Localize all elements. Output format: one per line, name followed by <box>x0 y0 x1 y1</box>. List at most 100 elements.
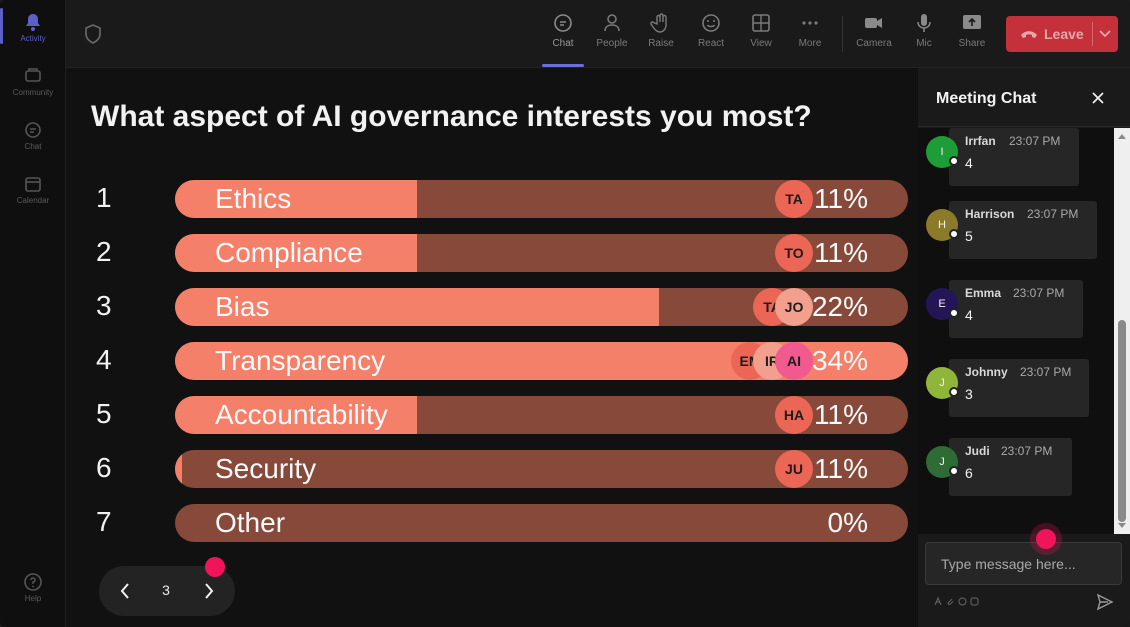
page-number: 3 <box>162 582 170 598</box>
voter-avatar: AI <box>775 342 813 380</box>
scroll-thumb[interactable] <box>1118 320 1126 522</box>
react-button[interactable]: React <box>689 10 733 60</box>
poll-question: What aspect of AI governance interests y… <box>91 100 812 133</box>
share-button[interactable]: Share <box>950 10 994 60</box>
attach-icon[interactable] <box>946 597 955 606</box>
rail-item-chat[interactable]: Chat <box>4 116 62 160</box>
message-text: 4 <box>965 155 973 171</box>
message-time: 23:07 PM <box>1001 444 1053 458</box>
message-time: 23:07 PM <box>1009 134 1061 148</box>
chevron-left-icon[interactable] <box>115 581 135 601</box>
sticker-icon[interactable] <box>970 597 979 606</box>
poll-option-bar[interactable]: Compliance 11% TO <box>175 234 908 272</box>
option-number: 2 <box>96 236 112 267</box>
poll-option-percent: 11% <box>814 237 868 268</box>
avatar[interactable]: I <box>926 136 958 168</box>
format-icon[interactable] <box>934 597 943 606</box>
message-time: 23:07 PM <box>1020 365 1072 379</box>
message-bubble <box>949 438 1072 496</box>
sender-name: Emma <box>965 286 1002 300</box>
emoji-icon[interactable] <box>958 597 967 606</box>
app-rail: Activity Community Chat Calendar Help <box>0 0 66 627</box>
people-icon <box>604 14 620 32</box>
sender-name: Judi <box>965 444 990 458</box>
poll-option-fill <box>175 180 417 218</box>
grid-icon <box>752 14 770 32</box>
chat-icon <box>25 122 41 138</box>
poll-option-bar[interactable]: Other 0% <box>175 504 908 542</box>
poll-option-bar[interactable]: Transparency 34% EM IR AI <box>175 342 908 380</box>
chat-message-input[interactable] <box>925 542 1122 585</box>
message-time: 23:07 PM <box>1013 286 1065 300</box>
sender-name: Harrison <box>965 207 1015 221</box>
chat-message[interactable]: E Emma 23:07 PM 4 <box>918 280 1114 346</box>
option-number: 3 <box>96 290 112 321</box>
option-number: 4 <box>96 344 112 375</box>
poll-stage: What aspect of AI governance interests y… <box>66 68 918 627</box>
ellipsis-icon <box>802 21 818 25</box>
mic-button[interactable]: Mic <box>902 10 946 60</box>
chevron-down-icon[interactable] <box>1098 28 1112 40</box>
poll-option-label: Ethics <box>215 183 292 214</box>
poll-option-label: Compliance <box>215 237 363 268</box>
presence-indicator <box>949 156 959 166</box>
bell-icon <box>26 14 40 31</box>
rail-item-help[interactable]: Help <box>4 568 62 612</box>
poll-option-bar[interactable]: Security 11% JU <box>175 450 908 488</box>
voter-avatar: HA <box>775 396 813 434</box>
raise-hand-button[interactable]: Raise <box>639 10 683 60</box>
leave-divider <box>1092 22 1093 46</box>
mic-button-label: Mic <box>916 38 932 49</box>
voter-avatar: TA <box>775 180 813 218</box>
voter-avatar: JO <box>775 288 813 326</box>
poll-option-fill <box>175 396 417 434</box>
people-button[interactable]: People <box>590 10 634 60</box>
chat-message-list[interactable]: I Irrfan 23:07 PM 4 H Harrison 23:07 PM 5 E Emma 2… <box>918 128 1114 534</box>
rail-item-calendar[interactable]: Calendar <box>4 170 62 214</box>
raise-button-label: Raise <box>648 38 674 49</box>
poll-option-fill <box>175 234 417 272</box>
leave-button[interactable]: Leave <box>1006 16 1118 52</box>
rail-active-indicator <box>0 8 3 44</box>
poll-option-percent: 22% <box>811 291 868 322</box>
presence-indicator <box>949 229 959 239</box>
poll-option-bar[interactable]: Bias 22% TA JO <box>175 288 908 326</box>
scroll-up-icon[interactable] <box>1117 132 1127 140</box>
close-icon[interactable] <box>1090 90 1106 106</box>
chat-message[interactable]: I Irrfan 23:07 PM 4 <box>918 128 1114 194</box>
camera-button[interactable]: Camera <box>852 10 896 60</box>
poll-option-bar[interactable]: Accountability 11% HA <box>175 396 908 434</box>
scroll-down-icon[interactable] <box>1117 522 1127 530</box>
message-text: 4 <box>965 307 973 323</box>
send-icon[interactable] <box>1096 593 1114 611</box>
cursor-indicator <box>1036 529 1056 549</box>
chat-message[interactable]: J Johnny 23:07 PM 3 <box>918 359 1114 425</box>
rail-label: Chat <box>24 142 42 151</box>
chat-button-label: Chat <box>552 38 574 49</box>
poll-option-percent: 0% <box>827 507 868 538</box>
rail-label: Community <box>12 88 54 97</box>
message-bubble <box>949 128 1079 186</box>
poll-option-percent: 11% <box>814 453 868 484</box>
chat-message[interactable]: H Harrison 23:07 PM 5 <box>918 201 1114 267</box>
chat-message[interactable]: J Judi 23:07 PM 6 <box>918 438 1114 504</box>
option-number: 1 <box>96 182 112 213</box>
poll-option-label: Bias <box>215 291 270 322</box>
chevron-right-icon[interactable] <box>199 581 219 601</box>
chat-button[interactable]: Chat <box>541 10 585 60</box>
rail-label: Help <box>24 594 42 603</box>
more-button-label: More <box>798 38 822 49</box>
rail-item-community[interactable]: Community <box>4 62 62 106</box>
community-icon <box>25 68 41 82</box>
message-bubble <box>949 201 1097 259</box>
meeting-toolbar: Chat People Raise React View More Camera <box>66 0 1130 68</box>
rail-item-activity[interactable]: Activity <box>4 8 62 52</box>
shield-icon[interactable] <box>84 24 102 44</box>
more-button[interactable]: More <box>788 10 832 60</box>
people-button-label: People <box>596 38 628 49</box>
view-button[interactable]: View <box>739 10 783 60</box>
poll-option-bar[interactable]: Ethics 11% TA <box>175 180 908 218</box>
poll-option-fill <box>175 450 183 488</box>
rail-label: Activity <box>20 34 46 43</box>
smiley-icon <box>702 14 720 32</box>
